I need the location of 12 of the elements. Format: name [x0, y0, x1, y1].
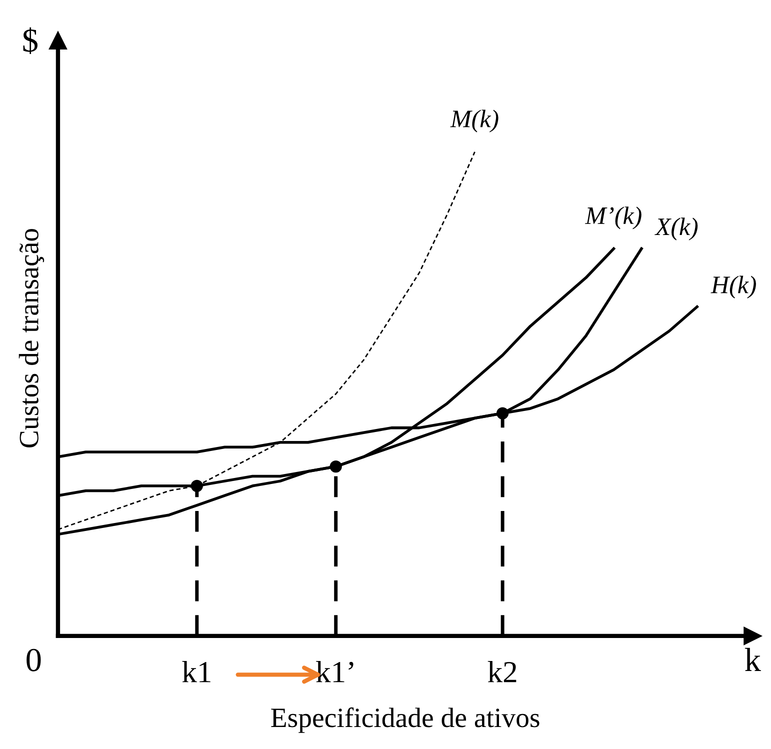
text: 0	[26, 648, 41, 672]
x-tick-label: k1	[182, 660, 210, 682]
x-axis-title: k	[744, 648, 761, 672]
text: Especificidade de ativos	[271, 707, 540, 733]
series-label: M(k)	[450, 110, 498, 132]
text: $	[23, 27, 38, 54]
series-label: H(k)	[710, 276, 756, 298]
y-axis-title: Custos de transação	[18, 229, 44, 448]
series-label: M’(k)	[584, 206, 642, 230]
x-tick-label: k2	[488, 660, 516, 682]
series-label: X(k)	[654, 218, 698, 240]
x-tick-label: k1’	[316, 660, 354, 682]
